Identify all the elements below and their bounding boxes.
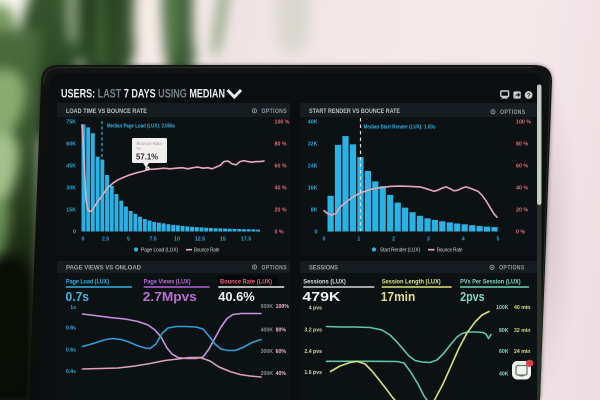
- svg-text:5: 5: [127, 236, 130, 242]
- svg-text:500K: 500K: [261, 304, 274, 310]
- svg-text:400K: 400K: [261, 327, 274, 333]
- svg-text:10: 10: [174, 236, 180, 242]
- svg-text:80%: 80%: [276, 327, 287, 333]
- svg-text:8K: 8K: [311, 208, 318, 214]
- svg-text:OPTIONS: OPTIONS: [499, 266, 525, 272]
- svg-text:40%: 40%: [276, 371, 287, 377]
- svg-text:80 %: 80 %: [275, 142, 287, 148]
- svg-text:Page Views (LUX): Page Views (LUX): [144, 279, 191, 286]
- svg-text:2pvs: 2pvs: [460, 289, 485, 304]
- svg-text:0 %: 0 %: [516, 230, 525, 236]
- svg-text:2.4 pvs: 2.4 pvs: [304, 349, 322, 355]
- svg-text:Bounce Rate (LUX): Bounce Rate (LUX): [220, 279, 272, 286]
- svg-text:75K: 75K: [66, 120, 76, 126]
- svg-text:USERS: LAST 7 DAYS USING MEDIA: USERS: LAST 7 DAYS USING MEDIAN: [61, 89, 225, 101]
- svg-text:300K: 300K: [261, 349, 274, 355]
- svg-text:20 %: 20 %: [516, 208, 528, 214]
- svg-text:LOAD TIME VS BOUNCE RATE: LOAD TIME VS BOUNCE RATE: [66, 108, 147, 115]
- svg-text:17min: 17min: [381, 289, 416, 304]
- svg-text:15K: 15K: [66, 208, 76, 214]
- svg-text:15: 15: [220, 236, 226, 242]
- svg-text:3: 3: [427, 236, 430, 242]
- svg-text:Sessions (LUX): Sessions (LUX): [303, 279, 346, 286]
- svg-text:17.5: 17.5: [241, 236, 251, 242]
- svg-text:200K: 200K: [261, 371, 274, 377]
- svg-text:Session Length (LUX): Session Length (LUX): [382, 279, 441, 286]
- svg-text:60K: 60K: [66, 142, 76, 148]
- svg-text:Start Render (LUX): Start Render (LUX): [380, 248, 420, 254]
- svg-text:0: 0: [73, 230, 76, 236]
- svg-text:40 %: 40 %: [516, 186, 528, 192]
- svg-text:Bounce Rate: Bounce Rate: [137, 141, 163, 146]
- svg-text:START RENDER VS BOUNCE RATE: START RENDER VS BOUNCE RATE: [309, 108, 400, 115]
- svg-text:1: 1: [357, 236, 360, 242]
- svg-text:60%: 60%: [276, 349, 287, 355]
- svg-text:0 %: 0 %: [275, 230, 284, 236]
- svg-text:30K: 30K: [66, 186, 76, 192]
- svg-text:Median Page Load (LUX): 2.056s: Median Page Load (LUX): 2.056s: [107, 124, 175, 130]
- svg-text:100K: 100K: [496, 305, 509, 311]
- svg-text:OPTIONS: OPTIONS: [262, 265, 288, 271]
- svg-text:57.1%: 57.1%: [136, 153, 158, 162]
- svg-text:60K: 60K: [499, 349, 509, 355]
- svg-text:0.6s: 0.6s: [66, 348, 76, 354]
- svg-text:12.5: 12.5: [195, 236, 205, 242]
- svg-text:16K: 16K: [308, 186, 318, 192]
- svg-text:Page Load (LUX): Page Load (LUX): [66, 279, 109, 286]
- svg-text:0.8s: 0.8s: [66, 326, 76, 332]
- svg-text:2.5: 2.5: [102, 236, 109, 242]
- svg-text:1.6 pvs: 1.6 pvs: [304, 370, 322, 376]
- svg-text:40.6%: 40.6%: [218, 289, 255, 304]
- svg-text:24 min: 24 min: [514, 349, 530, 355]
- svg-text:4: 4: [462, 236, 465, 242]
- svg-text:80K: 80K: [499, 328, 509, 334]
- svg-text:7.5: 7.5: [149, 236, 156, 242]
- svg-text:Median Start Render (LUX): 1.0: Median Start Render (LUX): 1.03s: [364, 125, 436, 131]
- svg-text:24K: 24K: [308, 164, 318, 170]
- svg-text:1s: 1s: [70, 305, 76, 311]
- svg-text:32K: 32K: [308, 142, 318, 148]
- svg-text:100 %: 100 %: [516, 120, 531, 126]
- svg-text:0: 0: [323, 236, 326, 242]
- svg-text:45K: 45K: [66, 164, 76, 170]
- svg-text:2: 2: [392, 236, 395, 242]
- svg-text:PAGE VIEWS VS ONLOAD: PAGE VIEWS VS ONLOAD: [66, 264, 141, 271]
- svg-text:0: 0: [315, 230, 318, 236]
- svg-text:3.2 pvs: 3.2 pvs: [304, 327, 322, 333]
- svg-text:PVs Per Session (LUX): PVs Per Session (LUX): [460, 279, 520, 286]
- svg-text:0: 0: [82, 236, 85, 242]
- svg-text:32 min: 32 min: [514, 328, 530, 334]
- svg-text:4 pvs: 4 pvs: [309, 306, 322, 312]
- svg-text:60 %: 60 %: [516, 164, 528, 170]
- svg-text:Page Load (LUX): Page Load (LUX): [141, 248, 178, 254]
- svg-text:100%: 100%: [276, 304, 290, 310]
- svg-text:%: %: [137, 146, 141, 151]
- svg-text:40K: 40K: [499, 372, 509, 378]
- svg-text:20 %: 20 %: [275, 208, 287, 214]
- svg-text:60 %: 60 %: [275, 164, 287, 170]
- svg-text:2.7Mpvs: 2.7Mpvs: [143, 289, 197, 304]
- svg-text:479K: 479K: [302, 289, 341, 304]
- svg-text:40 %: 40 %: [275, 186, 287, 192]
- svg-text:0.4s: 0.4s: [66, 369, 76, 375]
- svg-text:Bounce Rate: Bounce Rate: [194, 248, 220, 254]
- svg-text:100 %: 100 %: [275, 120, 290, 126]
- svg-text:0.7s: 0.7s: [66, 289, 90, 304]
- svg-text:OPTIONS: OPTIONS: [500, 110, 526, 116]
- svg-text:40K: 40K: [308, 120, 318, 126]
- svg-text:OPTIONS: OPTIONS: [262, 109, 288, 115]
- svg-text:5: 5: [497, 236, 500, 242]
- svg-text:SESSIONS: SESSIONS: [309, 265, 339, 272]
- svg-text:?: ?: [527, 93, 531, 100]
- svg-text:40 min: 40 min: [514, 305, 530, 311]
- svg-text:Bounce Rate: Bounce Rate: [437, 248, 463, 254]
- svg-text:80 %: 80 %: [516, 142, 528, 148]
